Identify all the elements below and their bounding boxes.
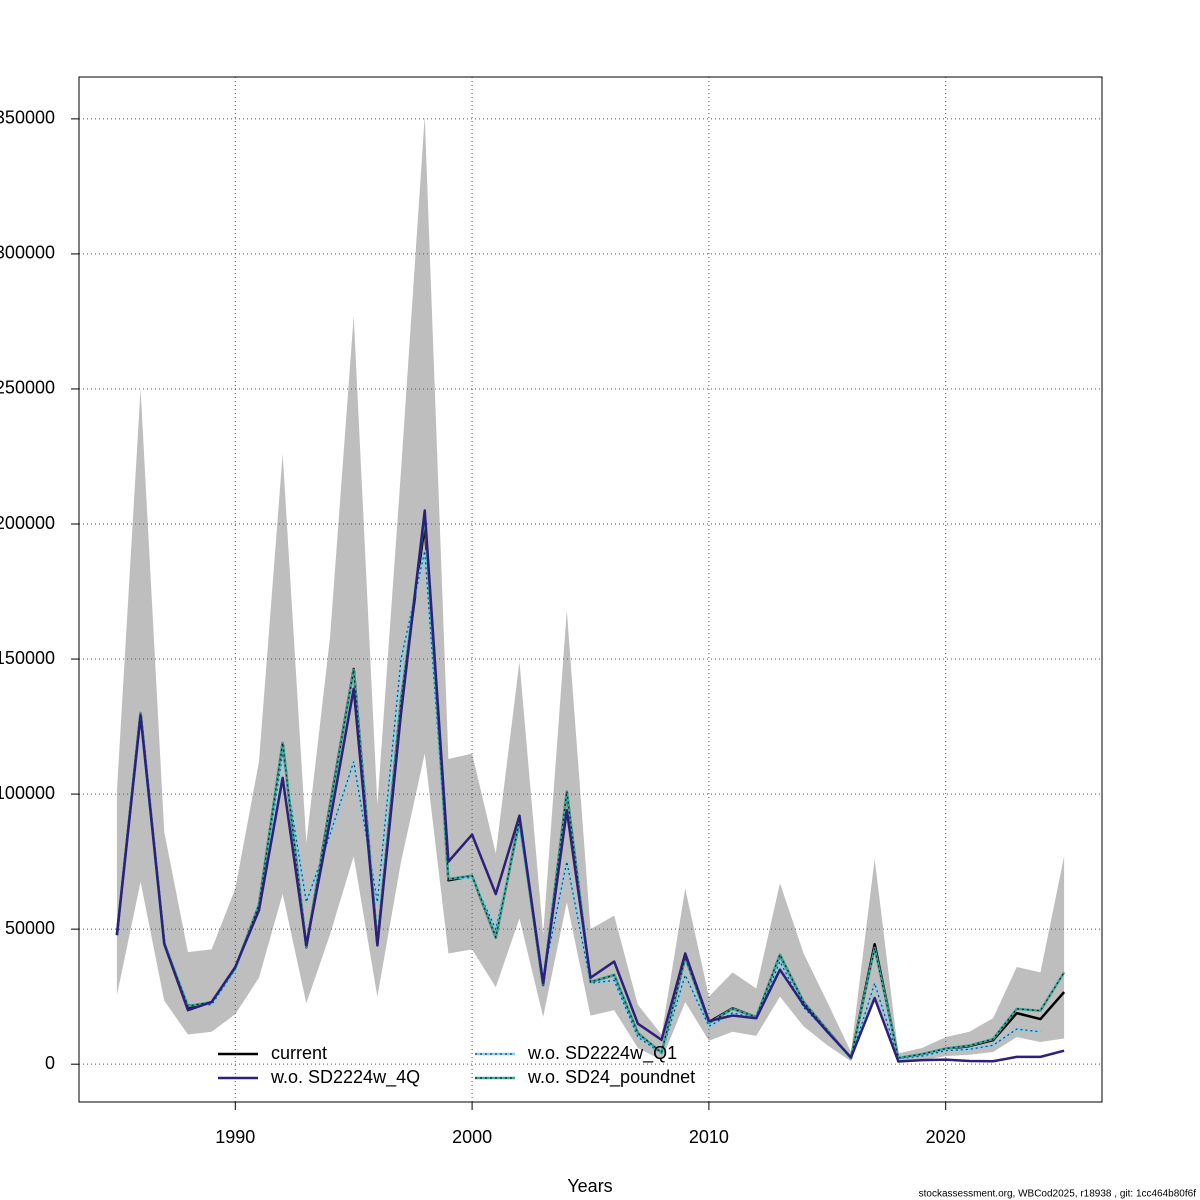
x-axis-label: Years xyxy=(567,1176,612,1196)
legend-label: current xyxy=(271,1043,327,1063)
x-tick-label: 2000 xyxy=(452,1127,492,1147)
y-tick-label: 50000 xyxy=(5,918,55,938)
y-tick-label: 150000 xyxy=(0,648,55,668)
series-line xyxy=(115,509,1065,1063)
y-tick-label: 200000 xyxy=(0,513,55,533)
x-tick-label: 1990 xyxy=(215,1127,255,1147)
y-tick-label: 100000 xyxy=(0,783,55,803)
legend-label: w.o. SD2224w_4Q xyxy=(270,1067,420,1088)
legend-label: w.o. SD2224w_Q1 xyxy=(527,1043,677,1064)
series-line-overlay xyxy=(116,515,1065,1060)
footer: stockassessment.org, WBCod2025, r18938 ,… xyxy=(919,1189,1197,1200)
y-tick-label: 250000 xyxy=(0,378,55,398)
y-tick-label: 300000 xyxy=(0,243,55,263)
legend-label: w.o. SD24_poundnet xyxy=(527,1067,695,1088)
x-tick-label: 2020 xyxy=(926,1127,966,1147)
y-tick-label: 0 xyxy=(45,1053,55,1073)
x-tick-label: 2010 xyxy=(689,1127,729,1147)
series-line-overlay xyxy=(116,550,1041,1060)
confidence-band xyxy=(116,116,1065,1062)
plot-frame xyxy=(78,76,1103,1103)
y-tick-label: 350000 xyxy=(0,108,55,128)
